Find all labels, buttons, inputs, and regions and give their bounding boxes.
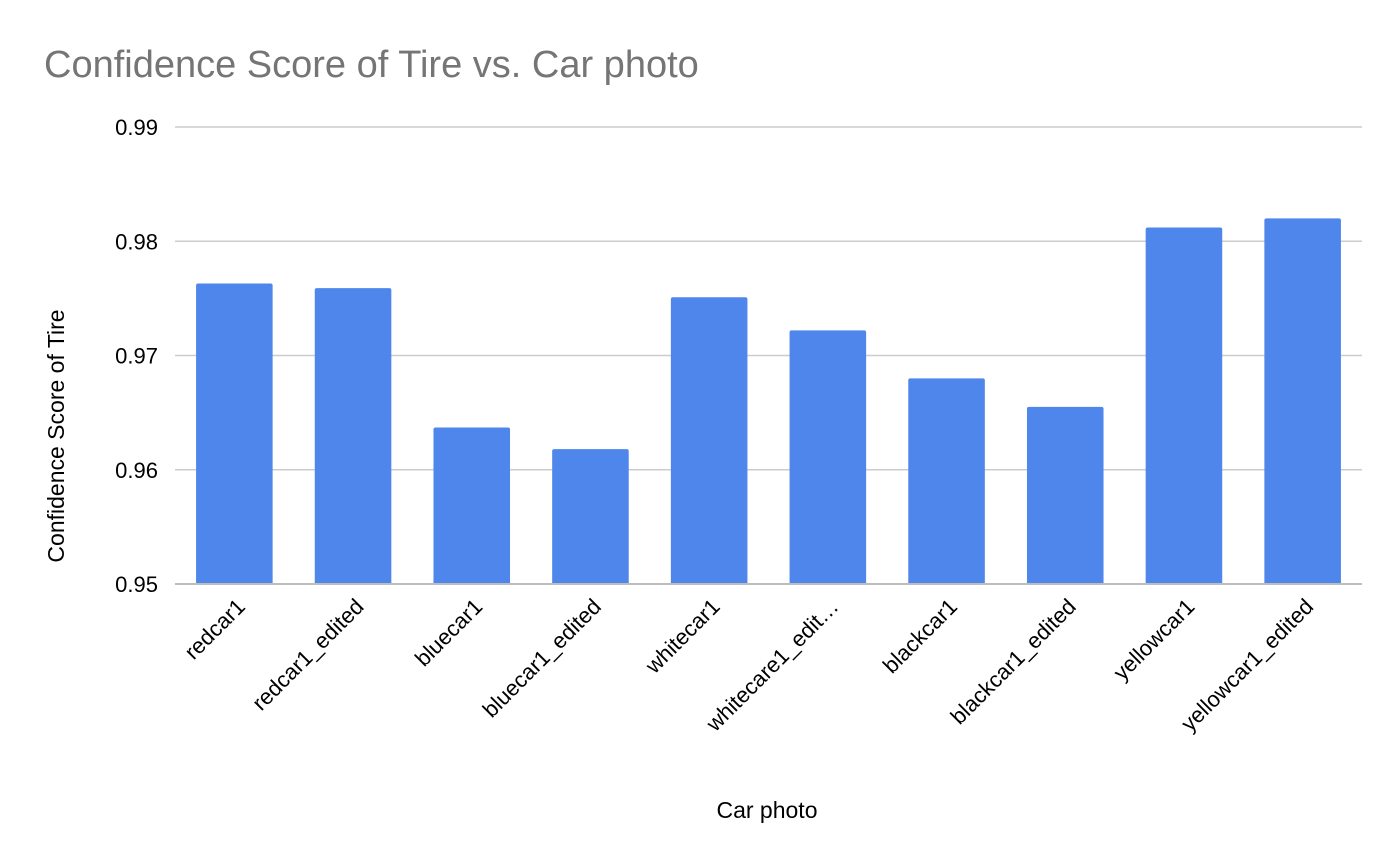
bar-blackcar1-edited[interactable] [1026, 406, 1104, 584]
bar-redcar1-edited[interactable] [314, 288, 392, 584]
x-tick-label: whitecare1_edit… [700, 594, 843, 737]
x-tick-label: yellowcar1_edited [1176, 594, 1318, 736]
x-tick-label: redcar1 [179, 594, 249, 664]
x-tick-label: blackcar1 [878, 594, 962, 678]
bar-redcar1[interactable] [196, 283, 273, 584]
x-tick-label: whitecar1 [640, 594, 725, 679]
x-tick-label: redcar1_edited [247, 594, 368, 715]
y-tick-label: 0.95 [115, 572, 158, 597]
bar-bluecar1-edited[interactable] [552, 449, 629, 584]
x-tick-label: blackcar1_edited [945, 594, 1080, 729]
y-axis-label: Confidence Score of Tire [43, 309, 69, 562]
bar-bluecar1[interactable] [433, 427, 511, 584]
chart-title: Confidence Score of Tire vs. Car photo [44, 44, 699, 86]
x-tick-label: bluecar1_edited [478, 594, 606, 722]
y-tick-label: 0.96 [115, 458, 158, 483]
x-tick-label: yellowcar1 [1108, 594, 1199, 685]
x-axis-label: Car photo [716, 797, 817, 823]
y-axis-ticks: 0.95 0.96 0.97 0.98 0.99 [115, 115, 158, 597]
y-tick-label: 0.99 [115, 115, 158, 140]
x-tick-label: bluecar1 [410, 594, 487, 671]
bar-whitecar1[interactable] [670, 297, 748, 584]
y-tick-label: 0.97 [115, 344, 158, 369]
bar-yellowcar1[interactable] [1145, 227, 1223, 585]
bar-blackcar1[interactable] [908, 378, 985, 584]
bar-whitecare1-edit[interactable] [789, 330, 867, 584]
y-tick-label: 0.98 [115, 229, 158, 254]
bars [196, 218, 1341, 585]
bar-yellowcar1-edited[interactable] [1264, 218, 1341, 584]
